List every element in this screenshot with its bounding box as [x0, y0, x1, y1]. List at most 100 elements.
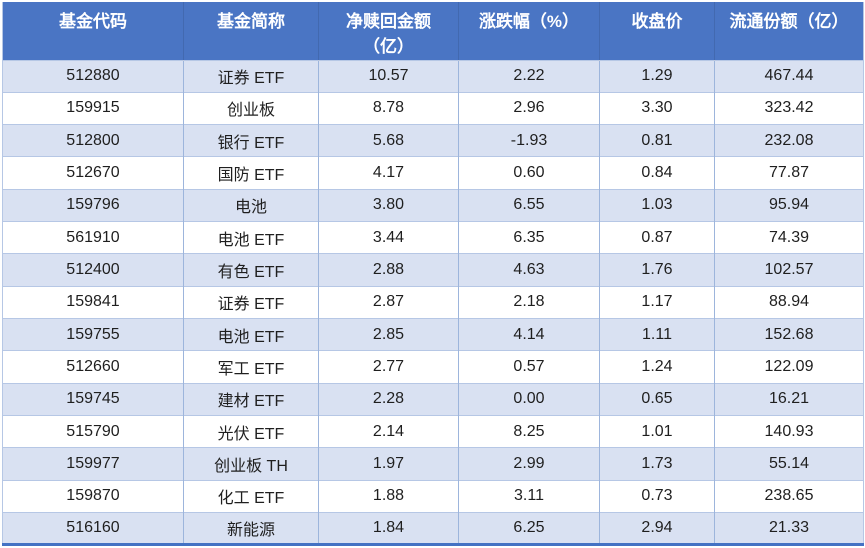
table-row: 512400 有色 ETF 2.88 4.63 1.76 102.57 [2, 253, 864, 287]
table-cell-code: 512400 [2, 253, 184, 287]
table-cell-net-redemption: 2.87 [318, 285, 459, 319]
table-cell-code: 159841 [2, 285, 184, 319]
table-cell-float-shares: 77.87 [714, 156, 864, 190]
table-row: 512670 国防 ETF 4.17 0.60 0.84 77.87 [2, 156, 864, 190]
table-cell-float-shares: 95.94 [714, 188, 864, 222]
table-row: 159915 创业板 8.78 2.96 3.30 323.42 [2, 91, 864, 125]
table-row: 516160 新能源 1.84 6.25 2.94 21.33 [2, 512, 864, 545]
table-cell-float-shares: 238.65 [714, 479, 864, 513]
table-row: 159841 证券 ETF 2.87 2.18 1.17 88.94 [2, 285, 864, 319]
table-cell-change-pct: 4.63 [458, 253, 600, 287]
table-cell-net-redemption: 3.80 [318, 188, 459, 222]
table-cell-name: 光伏 ETF [183, 415, 319, 448]
table-cell-change-pct: 2.99 [458, 447, 600, 481]
table-cell-float-shares: 55.14 [714, 447, 864, 481]
table-cell-code: 159977 [2, 447, 184, 481]
table-cell-code: 159755 [2, 318, 184, 351]
table-cell-float-shares: 74.39 [714, 221, 864, 254]
table-cell-net-redemption: 3.44 [318, 221, 459, 254]
table-cell-float-shares: 152.68 [714, 318, 864, 351]
table-cell-close-price: 1.24 [599, 350, 715, 384]
table-cell-name: 有色 ETF [183, 253, 319, 287]
table-cell-code: 159745 [2, 382, 184, 416]
table-cell-change-pct: 2.18 [458, 285, 600, 319]
table-cell-close-price: 1.76 [599, 253, 715, 287]
table-row: 159755 电池 ETF 2.85 4.14 1.11 152.68 [2, 318, 864, 351]
table-row: 159745 建材 ETF 2.28 0.00 0.65 16.21 [2, 382, 864, 416]
table-cell-float-shares: 21.33 [714, 512, 864, 545]
table-cell-code: 512660 [2, 350, 184, 384]
table-cell-name: 电池 ETF [183, 221, 319, 254]
table-cell-net-redemption: 10.57 [318, 59, 459, 93]
table-cell-name: 新能源 [183, 512, 319, 545]
table-cell-close-price: 0.81 [599, 124, 715, 157]
table-cell-net-redemption: 8.78 [318, 91, 459, 125]
table-row: 159870 化工 ETF 1.88 3.11 0.73 238.65 [2, 479, 864, 513]
table-cell-float-shares: 323.42 [714, 91, 864, 125]
table-cell-name: 军工 ETF [183, 350, 319, 384]
table-cell-close-price: 1.01 [599, 415, 715, 448]
column-header-label: 基金代码 [59, 12, 127, 31]
table-cell-close-price: 0.65 [599, 382, 715, 416]
table-cell-change-pct: 2.22 [458, 59, 600, 93]
table-cell-net-redemption: 2.14 [318, 415, 459, 448]
table-cell-net-redemption: 1.97 [318, 447, 459, 481]
table-cell-code: 512800 [2, 124, 184, 157]
table-cell-close-price: 1.17 [599, 285, 715, 319]
table-cell-net-redemption: 4.17 [318, 156, 459, 190]
table-cell-name: 银行 ETF [183, 124, 319, 157]
table-cell-change-pct: 0.00 [458, 382, 600, 416]
table-cell-change-pct: 0.57 [458, 350, 600, 384]
table-cell-float-shares: 88.94 [714, 285, 864, 319]
table-cell-close-price: 1.29 [599, 59, 715, 93]
table-row: 512880 证券 ETF 10.57 2.22 1.29 467.44 [2, 59, 864, 93]
column-header-code: 基金代码 [2, 2, 184, 60]
table-cell-close-price: 3.30 [599, 91, 715, 125]
table-cell-net-redemption: 1.84 [318, 512, 459, 545]
table-row: 515790 光伏 ETF 2.14 8.25 1.01 140.93 [2, 415, 864, 448]
table-cell-close-price: 0.87 [599, 221, 715, 254]
table-cell-float-shares: 102.57 [714, 253, 864, 287]
table-cell-code: 159870 [2, 479, 184, 513]
table-cell-float-shares: 232.08 [714, 124, 864, 157]
table-cell-change-pct: 4.14 [458, 318, 600, 351]
table-cell-net-redemption: 2.85 [318, 318, 459, 351]
column-header-name: 基金简称 [183, 2, 319, 60]
table-cell-name: 创业板 [183, 91, 319, 125]
column-header-label: 基金简称 [217, 12, 285, 31]
column-header-label: 涨跌幅（%） [478, 12, 580, 31]
table-cell-change-pct: 6.55 [458, 188, 600, 222]
table-cell-float-shares: 140.93 [714, 415, 864, 448]
table-cell-code: 159796 [2, 188, 184, 222]
table-cell-code: 516160 [2, 512, 184, 545]
column-header-net-redemption: 净赎回金额 （亿） [318, 2, 459, 60]
column-header-label: 收盘价 [631, 12, 683, 31]
table-cell-float-shares: 467.44 [714, 59, 864, 93]
table-cell-close-price: 1.73 [599, 447, 715, 481]
column-header-change-pct: 涨跌幅（%） [458, 2, 600, 60]
table-header-row: 基金代码 基金简称 净赎回金额 （亿） 涨跌幅（%） 收盘价 流通份额（亿） [2, 2, 864, 60]
column-header-label: 流通份额（亿） [729, 12, 849, 31]
column-header-label: （亿） [363, 37, 414, 56]
table-cell-code: 512880 [2, 59, 184, 93]
column-header-float-shares: 流通份额（亿） [714, 2, 864, 60]
table-cell-float-shares: 122.09 [714, 350, 864, 384]
table-cell-close-price: 0.84 [599, 156, 715, 190]
table-row: 561910 电池 ETF 3.44 6.35 0.87 74.39 [2, 221, 864, 254]
table-cell-net-redemption: 5.68 [318, 124, 459, 157]
table-cell-change-pct: 3.11 [458, 479, 600, 513]
table-cell-change-pct: 0.60 [458, 156, 600, 190]
column-header-close-price: 收盘价 [599, 2, 715, 60]
table-cell-close-price: 1.03 [599, 188, 715, 222]
table-cell-name: 电池 ETF [183, 318, 319, 351]
table-row: 159796 电池 3.80 6.55 1.03 95.94 [2, 188, 864, 222]
table-cell-name: 化工 ETF [183, 479, 319, 513]
table-row: 512660 军工 ETF 2.77 0.57 1.24 122.09 [2, 350, 864, 384]
table-row: 159977 创业板 TH 1.97 2.99 1.73 55.14 [2, 447, 864, 481]
table-cell-change-pct: 2.96 [458, 91, 600, 125]
table-cell-name: 建材 ETF [183, 382, 319, 416]
table-cell-float-shares: 16.21 [714, 382, 864, 416]
table-cell-name: 国防 ETF [183, 156, 319, 190]
table-cell-name: 证券 ETF [183, 285, 319, 319]
